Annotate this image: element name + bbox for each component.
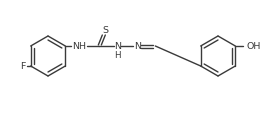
Text: S: S (102, 26, 108, 35)
Text: H: H (114, 51, 121, 60)
Text: N: N (134, 42, 141, 51)
Text: F: F (20, 62, 26, 71)
Text: NH: NH (72, 42, 86, 51)
Text: OH: OH (246, 42, 261, 51)
Text: N: N (114, 42, 121, 51)
